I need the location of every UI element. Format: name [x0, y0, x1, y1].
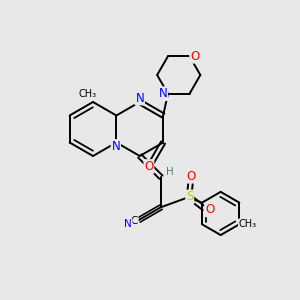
- Text: N: N: [158, 87, 167, 100]
- Text: H: H: [166, 167, 174, 177]
- Text: N: N: [124, 219, 132, 229]
- Text: O: O: [205, 203, 214, 216]
- Text: O: O: [190, 50, 199, 63]
- Text: N: N: [135, 92, 144, 105]
- Text: CH₃: CH₃: [79, 89, 97, 99]
- Text: N: N: [111, 140, 120, 153]
- Text: C: C: [130, 216, 138, 226]
- Text: O: O: [144, 160, 154, 173]
- Text: S: S: [186, 190, 194, 203]
- Text: CH₃: CH₃: [239, 219, 257, 229]
- Text: O: O: [186, 170, 195, 183]
